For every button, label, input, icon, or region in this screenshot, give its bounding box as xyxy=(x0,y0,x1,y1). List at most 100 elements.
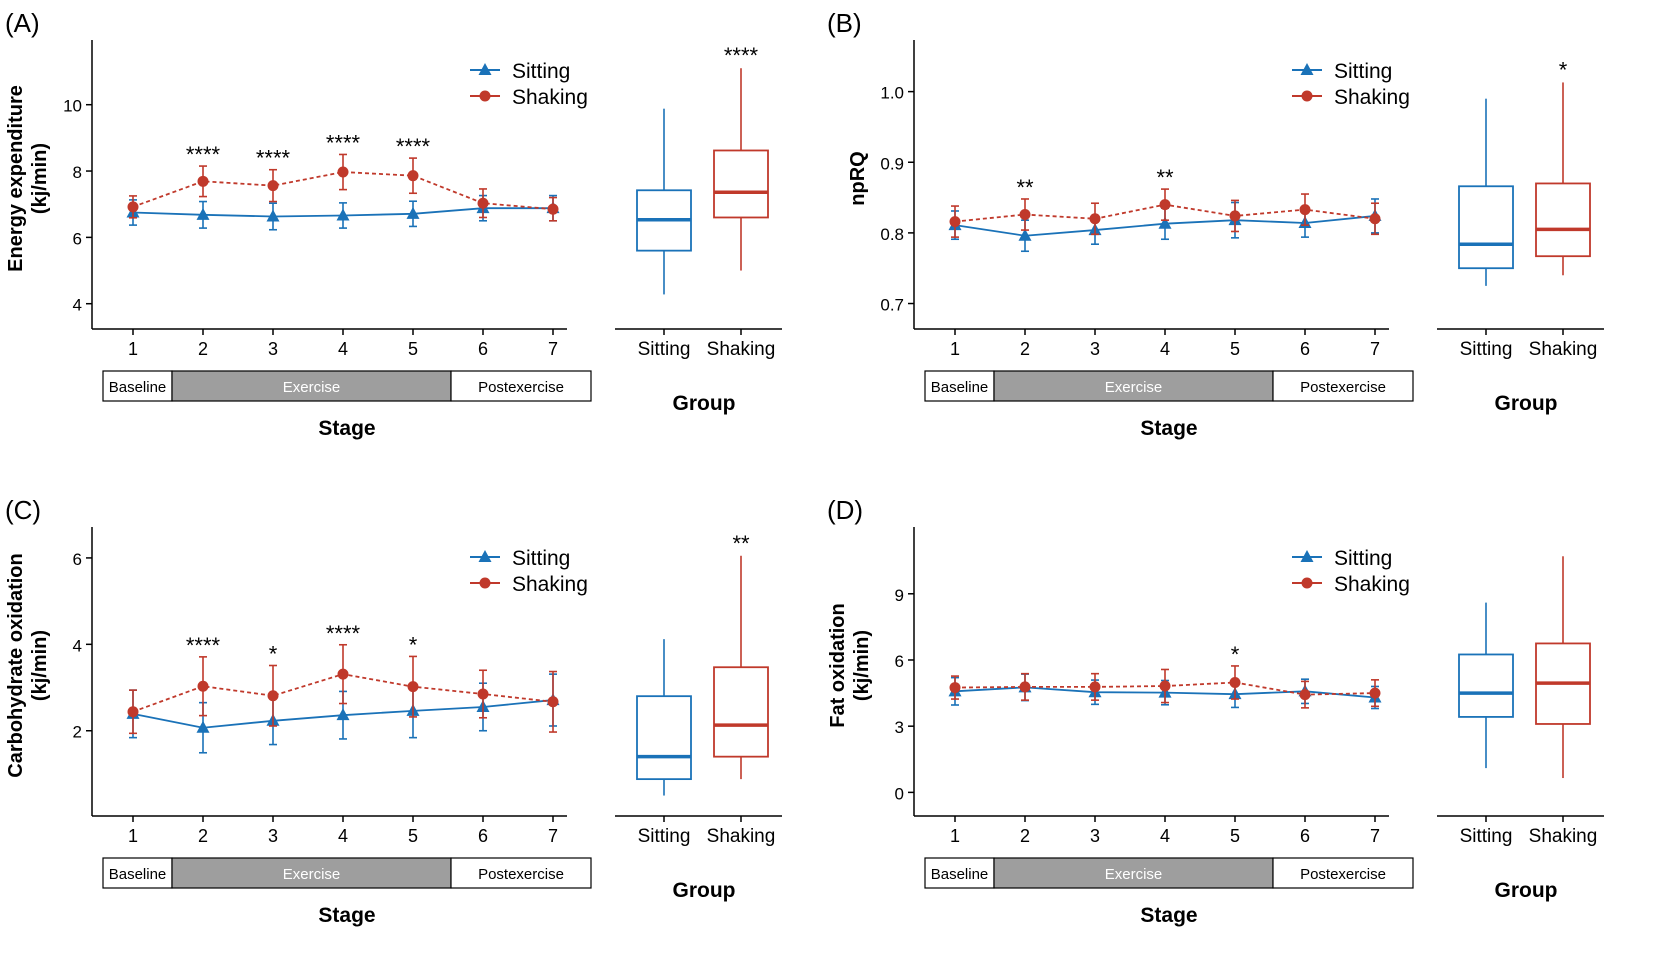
legend-label: Sitting xyxy=(1334,60,1392,83)
x-tick-label: 5 xyxy=(408,826,418,846)
y-tick-label: 6 xyxy=(73,550,82,569)
box-x-tick-label: Sitting xyxy=(1460,826,1513,847)
y-tick-label: 4 xyxy=(73,636,82,655)
legend-label: Shaking xyxy=(512,86,588,109)
point-sitting xyxy=(336,208,350,221)
stage-bar-label: Postexercise xyxy=(1300,866,1386,883)
legend-marker-sitting xyxy=(1300,63,1314,75)
point-sitting xyxy=(196,207,210,220)
point-shaking xyxy=(1159,199,1171,211)
stage-bar-label: Exercise xyxy=(283,379,341,396)
point-shaking xyxy=(407,170,419,182)
significance-marker: **** xyxy=(256,146,291,171)
y-axis-label: Carbohydrate oxidation xyxy=(5,553,27,777)
x-tick-label: 4 xyxy=(1160,339,1170,359)
panel-label: (D) xyxy=(827,495,863,525)
stage-bar-label: Exercise xyxy=(283,866,341,883)
legend-label: Shaking xyxy=(512,573,588,596)
box-x-tick-label: Sitting xyxy=(1460,339,1513,360)
stage-bar-postexercise xyxy=(1272,857,1414,889)
point-shaking xyxy=(547,696,559,708)
legend-label: Shaking xyxy=(1334,573,1410,596)
box-x-tick-label: Shaking xyxy=(707,339,776,360)
point-shaking xyxy=(1369,687,1381,699)
x-tick-label: 6 xyxy=(478,826,488,846)
stage-bar-label: Exercise xyxy=(1105,379,1163,396)
x-tick-label: 7 xyxy=(1370,826,1380,846)
y-tick-label: 0.7 xyxy=(880,296,904,315)
y-tick-label: 4 xyxy=(73,296,82,315)
panel-3: (C) Carbohydrate oxidation (kj/min) 2 4 6 1 2 3 4… xyxy=(5,495,782,927)
box-significance-marker: * xyxy=(1559,57,1568,82)
x-tick-label: 3 xyxy=(268,339,278,359)
y-tick-label: 10 xyxy=(63,97,82,116)
point-shaking xyxy=(949,682,961,694)
x-axis-title: Stage xyxy=(318,417,375,440)
point-shaking xyxy=(1019,209,1031,221)
legend-label: Sitting xyxy=(512,547,570,570)
box-significance-marker: **** xyxy=(724,43,759,68)
y-tick-label: 0.8 xyxy=(880,225,904,244)
legend-marker-shaking xyxy=(1301,577,1313,589)
x-tick-label: 1 xyxy=(950,339,960,359)
point-shaking xyxy=(337,166,349,178)
legend-marker-shaking xyxy=(1301,90,1313,102)
point-shaking xyxy=(1089,681,1101,693)
point-sitting xyxy=(1018,228,1032,241)
x-axis-title: Stage xyxy=(1140,417,1197,440)
point-shaking xyxy=(547,203,559,215)
stage-bar-label: Baseline xyxy=(931,866,989,883)
x-tick-label: 4 xyxy=(1160,826,1170,846)
x-tick-label: 3 xyxy=(1090,339,1100,359)
stage-bar-exercise xyxy=(171,857,452,889)
significance-marker: ** xyxy=(1156,165,1174,190)
x-tick-label: 1 xyxy=(128,826,138,846)
box-shaking xyxy=(713,149,769,219)
legend-marker-shaking xyxy=(479,90,491,102)
x-tick-label: 4 xyxy=(338,339,348,359)
y-axis-label: (kj/min) xyxy=(29,143,51,214)
point-sitting xyxy=(406,206,420,219)
box-x-tick-label: Shaking xyxy=(707,826,776,847)
x-tick-label: 6 xyxy=(1300,339,1310,359)
point-sitting xyxy=(336,708,350,721)
stage-bar-baseline xyxy=(924,370,995,402)
x-tick-label: 6 xyxy=(478,339,488,359)
point-shaking xyxy=(477,197,489,209)
y-tick-label: 0 xyxy=(895,784,904,803)
y-tick-label: 9 xyxy=(895,586,904,605)
box-axis-title: Group xyxy=(1495,879,1558,902)
stage-bar-label: Postexercise xyxy=(478,379,564,396)
y-axis-label: (kj/min) xyxy=(29,630,51,701)
box-axis-title: Group xyxy=(673,879,736,902)
box-sitting xyxy=(1458,185,1514,270)
point-shaking xyxy=(1299,204,1311,216)
x-tick-label: 1 xyxy=(128,339,138,359)
significance-marker: * xyxy=(1231,642,1240,667)
x-tick-label: 5 xyxy=(408,339,418,359)
legend-marker-sitting xyxy=(478,550,492,562)
x-tick-label: 2 xyxy=(198,339,208,359)
panel-label: (A) xyxy=(5,8,40,38)
point-shaking xyxy=(949,216,961,228)
significance-marker: ** xyxy=(1016,175,1034,200)
panel-label: (B) xyxy=(827,8,862,38)
box-x-tick-label: Sitting xyxy=(638,826,691,847)
legend-label: Sitting xyxy=(1334,547,1392,570)
point-shaking xyxy=(477,688,489,700)
x-tick-label: 3 xyxy=(1090,826,1100,846)
point-shaking xyxy=(197,175,209,187)
stage-bar-exercise xyxy=(171,370,452,402)
significance-marker: **** xyxy=(326,621,361,646)
x-tick-label: 4 xyxy=(338,826,348,846)
x-tick-label: 1 xyxy=(950,826,960,846)
point-shaking xyxy=(407,681,419,693)
stage-bar-label: Postexercise xyxy=(478,866,564,883)
point-shaking xyxy=(1299,689,1311,701)
x-tick-label: 2 xyxy=(198,826,208,846)
x-tick-label: 2 xyxy=(1020,339,1030,359)
y-tick-label: 1.0 xyxy=(880,84,904,103)
y-axis-label: Fat oxidation xyxy=(827,603,849,727)
point-shaking xyxy=(197,680,209,692)
